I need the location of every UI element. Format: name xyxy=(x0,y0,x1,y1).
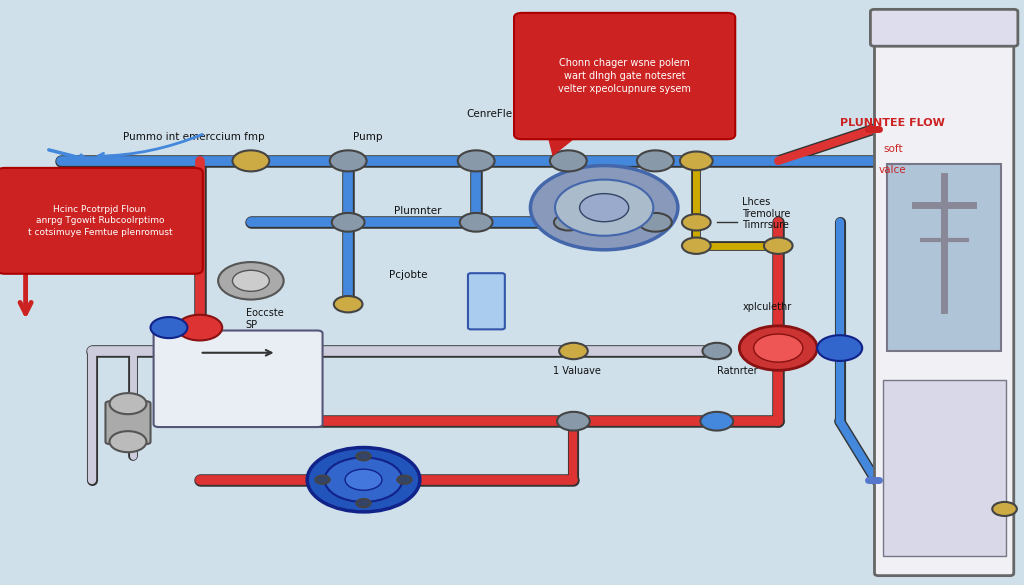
Text: xplculethr: xplculethr xyxy=(742,302,792,312)
Text: Pump: Pump xyxy=(353,132,383,143)
Circle shape xyxy=(232,150,269,171)
Circle shape xyxy=(559,343,588,359)
Text: Hcinc Pcotrpjd Floun
anrpg Tgowit Rubcoolrptimo
t cotsimuye Femtue plenromust: Hcinc Pcotrpjd Floun anrpg Tgowit Rubcoo… xyxy=(28,205,172,237)
Circle shape xyxy=(817,335,862,361)
Circle shape xyxy=(345,469,382,490)
Text: valce: valce xyxy=(880,164,906,175)
Circle shape xyxy=(334,296,362,312)
Circle shape xyxy=(232,270,269,291)
Circle shape xyxy=(218,262,284,300)
FancyBboxPatch shape xyxy=(0,168,203,274)
Circle shape xyxy=(151,317,187,338)
FancyBboxPatch shape xyxy=(154,331,323,427)
FancyBboxPatch shape xyxy=(870,9,1018,46)
Text: soft: soft xyxy=(883,144,903,154)
FancyBboxPatch shape xyxy=(514,13,735,139)
Circle shape xyxy=(764,238,793,254)
Circle shape xyxy=(637,150,674,171)
Text: Lhces
Tremolure
Timrrsure: Lhces Tremolure Timrrsure xyxy=(742,197,791,230)
Bar xyxy=(883,380,1006,556)
Text: Eoccste
SP: Eoccste SP xyxy=(246,308,284,329)
Circle shape xyxy=(530,166,678,250)
Circle shape xyxy=(458,150,495,171)
Circle shape xyxy=(177,315,222,340)
Text: Chonn chager wsne polern
wart dlngh gate notesret
velter xpeolcupnure sysem: Chonn chager wsne polern wart dlngh gate… xyxy=(558,58,691,94)
Circle shape xyxy=(682,214,711,230)
Text: CenreFle+: CenreFle+ xyxy=(466,109,520,119)
Bar xyxy=(887,164,1001,351)
Circle shape xyxy=(754,334,803,362)
Circle shape xyxy=(739,326,817,370)
Circle shape xyxy=(325,457,402,502)
Circle shape xyxy=(110,393,146,414)
Circle shape xyxy=(356,499,371,507)
Polygon shape xyxy=(548,135,579,155)
Text: Ratnrter: Ratnrter xyxy=(717,366,758,377)
Text: 1 Valuave: 1 Valuave xyxy=(553,366,601,377)
Circle shape xyxy=(356,452,371,460)
Circle shape xyxy=(702,343,731,359)
FancyBboxPatch shape xyxy=(468,273,505,329)
Text: PLUNNTEE FLOW: PLUNNTEE FLOW xyxy=(841,118,945,128)
Circle shape xyxy=(330,150,367,171)
Circle shape xyxy=(557,412,590,431)
Circle shape xyxy=(110,431,146,452)
Circle shape xyxy=(550,150,587,171)
Circle shape xyxy=(315,476,330,484)
Circle shape xyxy=(639,213,672,232)
Circle shape xyxy=(460,213,493,232)
Circle shape xyxy=(554,214,583,230)
Text: Plumnter: Plumnter xyxy=(394,205,441,216)
Text: Pcjobte: Pcjobte xyxy=(389,270,428,280)
Circle shape xyxy=(580,194,629,222)
Circle shape xyxy=(992,502,1017,516)
FancyBboxPatch shape xyxy=(874,33,1014,576)
Circle shape xyxy=(700,412,733,431)
Circle shape xyxy=(332,213,365,232)
FancyBboxPatch shape xyxy=(105,401,151,444)
Circle shape xyxy=(397,476,412,484)
Text: Pummo int emerccium fmp: Pummo int emerccium fmp xyxy=(123,132,264,143)
Circle shape xyxy=(682,238,711,254)
Circle shape xyxy=(555,180,653,236)
Circle shape xyxy=(680,152,713,170)
Circle shape xyxy=(307,448,420,512)
